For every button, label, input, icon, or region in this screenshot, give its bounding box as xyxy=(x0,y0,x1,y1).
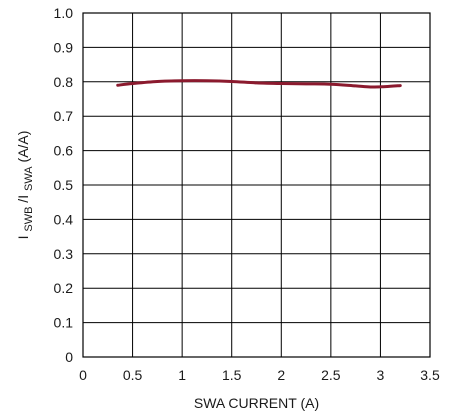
y-tick-label: 0.4 xyxy=(54,211,74,227)
x-tick-label: 0 xyxy=(79,367,87,383)
y-tick-label: 0.6 xyxy=(54,143,74,159)
x-tick-label: 3 xyxy=(377,367,385,383)
y-tick-label: 0.2 xyxy=(54,280,74,296)
y-tick-label: 0.1 xyxy=(54,315,74,331)
x-tick-label: 3.5 xyxy=(420,367,440,383)
x-tick-label: 1 xyxy=(178,367,186,383)
x-tick-label: 0.5 xyxy=(123,367,143,383)
y-axis-label-sub1: SWB xyxy=(23,207,35,232)
x-tick-label: 2.5 xyxy=(321,367,341,383)
y-tick-label: 0.7 xyxy=(54,108,74,124)
plot-frame xyxy=(82,12,431,358)
y-tick-labels: 0 0.1 0.2 0.3 0.4 0.5 0.6 0.7 0.8 0.9 1.0 xyxy=(54,5,74,365)
grid xyxy=(83,13,430,357)
y-tick-label: 0 xyxy=(65,349,73,365)
y-tick-label: 0.3 xyxy=(54,246,74,262)
y-tick-label: 0.8 xyxy=(54,74,74,90)
y-tick-label: 1.0 xyxy=(54,5,74,21)
y-axis-label-main: I xyxy=(15,236,31,240)
x-axis-label: SWA CURRENT (A) xyxy=(194,395,319,411)
y-tick-label: 0.5 xyxy=(54,177,74,193)
series-line xyxy=(116,79,402,89)
x-tick-label: 1.5 xyxy=(222,367,242,383)
y-axis-label: I SWB /I SWA (A/A) xyxy=(15,131,35,240)
y-tick-label: 0.9 xyxy=(54,39,74,55)
y-axis-label-slash: /I xyxy=(15,195,31,203)
y-axis-label-unit: (A/A) xyxy=(15,131,31,163)
x-tick-label: 2 xyxy=(277,367,285,383)
x-tick-labels: 0 0.5 1 1.5 2 2.5 3 3.5 xyxy=(79,367,440,383)
y-axis-label-sub2: SWA xyxy=(23,166,35,191)
